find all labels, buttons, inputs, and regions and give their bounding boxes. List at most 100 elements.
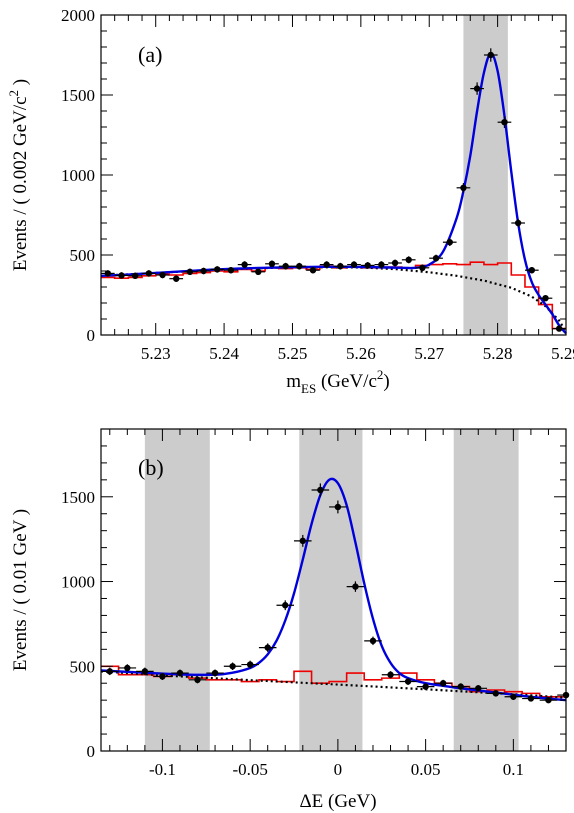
panel-a-xtick-label: 5.26: [346, 344, 376, 363]
panel-b-ylabel: Events / ( 0.01 GeV ): [10, 509, 31, 671]
data-marker: [391, 259, 399, 267]
data-marker: [282, 263, 289, 270]
panel-a-data-point: [237, 261, 252, 268]
panel-b-label: (b): [138, 455, 164, 480]
data-marker: [460, 184, 467, 191]
data-marker: [317, 486, 324, 494]
data-marker: [334, 503, 342, 511]
data-marker: [264, 644, 271, 651]
panel-a-ytick-label: 0: [87, 326, 96, 345]
data-marker: [145, 270, 153, 277]
panel-b-frame: [100, 428, 567, 752]
data-marker: [227, 267, 235, 274]
data-marker: [446, 239, 453, 246]
data-marker: [211, 669, 219, 677]
panel-b-fit-curve: [100, 477, 567, 702]
data-marker: [229, 663, 236, 670]
panel-a-data-point: [374, 261, 389, 268]
panel-b-data-point: [171, 669, 189, 677]
data-marker: [514, 219, 522, 227]
panel-b-data-point: [346, 581, 365, 592]
data-marker: [194, 676, 201, 684]
data-marker: [309, 267, 317, 274]
panel-b-data-point: [329, 500, 347, 514]
data-marker: [542, 295, 549, 302]
panel-a-data-point: [456, 183, 471, 193]
panel-a-data-point: [388, 259, 402, 267]
panel-b-data-point: [188, 676, 207, 684]
data-marker: [487, 51, 494, 59]
data-marker: [200, 267, 207, 275]
panel-a-xlabel: mES (GeV/c2): [286, 367, 389, 396]
panel-a-data-point: [415, 264, 430, 272]
panel-b-ytick-label: 1500: [61, 488, 95, 507]
panel-b-data-point: [223, 662, 242, 670]
panel-a-data-point: [251, 268, 266, 275]
panel-b-data-point: [487, 690, 505, 697]
panel-a-data-point: [128, 272, 143, 279]
data-marker: [501, 119, 508, 126]
panel-a-data-point: [306, 267, 320, 274]
data-marker: [364, 262, 371, 269]
panel-a-data-point: [114, 272, 129, 279]
panel-a-fit-curve: [100, 52, 567, 335]
panel-b-data-point: [416, 683, 435, 690]
data-marker: [405, 256, 412, 263]
data-marker: [352, 583, 359, 590]
panel-a-data-point: [265, 260, 279, 268]
panel-a-data-point: [333, 262, 348, 270]
panel-b-data-point: [451, 683, 470, 690]
panel-a-ylabel: Events / ( 0.002 GeV/c2 ): [6, 79, 31, 271]
panel-b-data-point: [381, 671, 400, 679]
data-marker: [159, 673, 166, 680]
panel-b-data-point: [276, 600, 295, 611]
panel-a-data-point: [442, 238, 457, 247]
data-marker: [186, 268, 194, 275]
data-marker: [282, 602, 289, 609]
panel-b-data-point: [469, 685, 488, 692]
panel-b-xtick-label: 0.1: [503, 760, 524, 779]
panel-b-xtick-label: -0.1: [149, 760, 176, 779]
panel-b-data-point: [399, 678, 417, 685]
panel-b-ytick-label: 1000: [61, 573, 95, 592]
data-marker: [369, 637, 377, 645]
panel-b-ytick-label: 0: [87, 742, 96, 761]
panel-a-xtick-label: 5.24: [209, 344, 239, 363]
data-marker: [528, 267, 536, 274]
panel-a-data-point: [360, 262, 375, 269]
data-marker: [432, 255, 440, 262]
panel-a-data-point: [292, 262, 307, 270]
data-marker: [159, 271, 166, 279]
panel-a-data-point: [319, 261, 334, 268]
panel-b-data-point: [504, 693, 523, 700]
data-marker: [439, 680, 447, 687]
data-marker: [337, 263, 344, 270]
panel-a-data-point: [224, 267, 238, 274]
panel-a-data-point: [155, 271, 170, 279]
panel-a-xtick-label: 5.28: [483, 344, 513, 363]
panel-b-data-point: [311, 483, 330, 497]
panel-a-data-point: [101, 270, 115, 277]
panel-b-data-point: [101, 667, 119, 676]
panel-a-ytick-label: 2000: [61, 6, 95, 25]
panel-b-data-point: [241, 660, 259, 669]
panel-a-xtick-label: 5.23: [141, 344, 171, 363]
panel-b-data-point: [364, 636, 382, 646]
panel-b-data-point: [294, 534, 312, 547]
data-marker: [422, 683, 429, 690]
data-marker: [214, 266, 221, 273]
panel-b-data-point: [522, 695, 540, 702]
panel-a-data-point: [524, 267, 539, 274]
panel-a-ytick-label: 1500: [61, 86, 95, 105]
data-marker: [387, 671, 394, 678]
data-marker: [255, 268, 262, 275]
panel-a-data-point: [470, 82, 484, 95]
data-marker: [545, 696, 552, 704]
data-marker: [241, 261, 248, 268]
data-marker: [475, 685, 482, 692]
panel-b-shaded-band-1: [299, 429, 363, 751]
panel-b-xtick-label: -0.05: [232, 760, 267, 779]
data-marker: [299, 537, 306, 545]
panel-a-data-point: [538, 295, 553, 302]
panel-a-chart: 5.23 5.24 5.25 5.26 5.27 5.28 5.29 0 500 1000 1500…: [6, 6, 574, 396]
